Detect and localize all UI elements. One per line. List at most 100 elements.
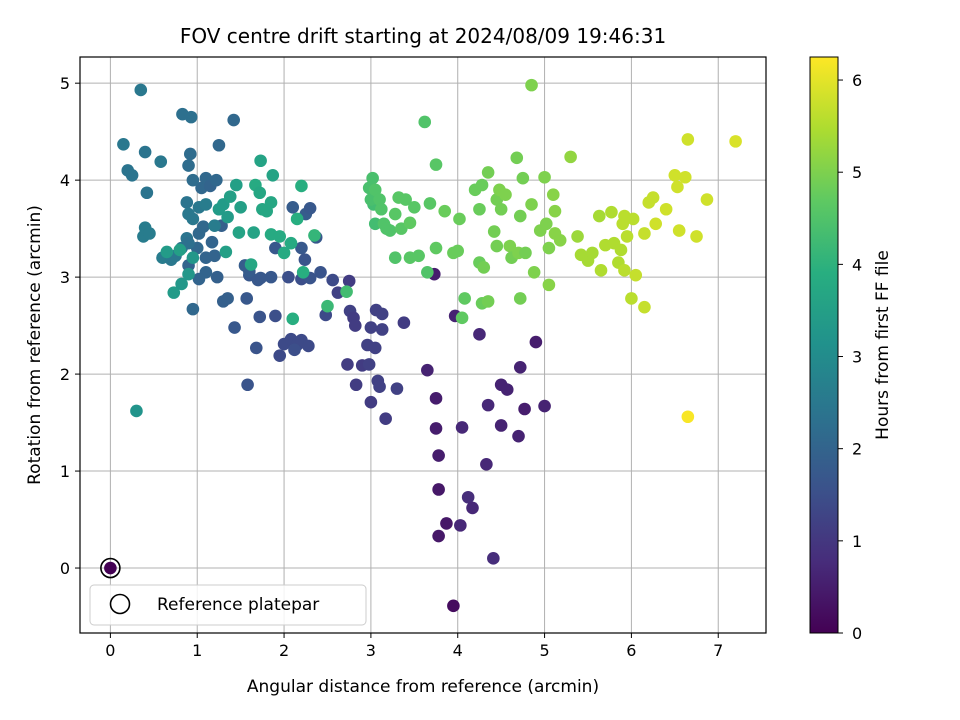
data-points [104, 78, 742, 613]
legend-label: Reference platepar [157, 595, 319, 615]
data-point [681, 133, 695, 146]
data-point [208, 249, 221, 263]
data-point [140, 186, 154, 200]
colorbar-gradient [809, 56, 839, 634]
data-point [375, 323, 389, 336]
data-point [253, 310, 267, 324]
data-point [314, 265, 327, 279]
data-point [288, 343, 301, 357]
data-point [618, 264, 631, 277]
data-point [154, 155, 168, 169]
data-point [186, 173, 200, 187]
data-point [210, 270, 224, 284]
data-point [282, 270, 295, 284]
data-point [264, 196, 278, 209]
y-tick-label: 4 [60, 171, 70, 190]
y-axis-label: Rotation from reference (arcmin) [25, 205, 45, 485]
data-point [403, 216, 417, 230]
data-point [423, 197, 437, 210]
legend-marker-icon [109, 593, 131, 615]
data-point [197, 220, 210, 233]
data-point [440, 517, 453, 530]
x-tick-label: 3 [366, 641, 376, 660]
data-point [529, 335, 543, 349]
data-point [388, 251, 402, 265]
data-point [321, 299, 334, 313]
data-point [230, 178, 243, 192]
y-axis-ticks: 0 1 2 3 4 5 [60, 74, 80, 578]
data-point [121, 164, 135, 177]
data-point [429, 241, 443, 255]
data-point [432, 483, 445, 496]
data-point [221, 292, 234, 305]
data-point [104, 561, 117, 575]
data-point [527, 265, 541, 279]
data-point [625, 292, 638, 305]
data-point [525, 198, 538, 211]
data-point [681, 410, 695, 424]
data-point [678, 170, 692, 184]
data-point [487, 225, 501, 238]
data-point [542, 241, 556, 255]
data-point [160, 245, 174, 259]
x-axis-ticks: 0 1 2 3 4 5 6 7 [105, 633, 723, 660]
data-point [592, 209, 606, 223]
data-point [399, 193, 412, 206]
colorbar-tick-label: 0 [852, 624, 862, 643]
data-point [223, 190, 237, 203]
data-point [548, 204, 562, 218]
data-point [130, 404, 143, 418]
data-point [134, 83, 148, 97]
data-point [700, 193, 714, 206]
data-point [364, 321, 378, 334]
data-point [473, 202, 486, 216]
data-point [499, 188, 512, 201]
data-point [254, 271, 267, 285]
legend: Reference platepar [89, 584, 367, 626]
data-point [412, 249, 425, 263]
data-point [326, 273, 339, 287]
data-point [210, 173, 223, 187]
data-point [253, 186, 267, 200]
data-point [421, 363, 434, 377]
data-point [638, 227, 651, 240]
data-point [254, 154, 267, 168]
data-point [290, 212, 304, 226]
data-point [234, 201, 247, 214]
data-point [525, 78, 538, 92]
colorbar: 0 1 2 3 4 5 6 Hours from first FF file [809, 56, 893, 643]
data-point [182, 159, 195, 172]
data-point [594, 264, 608, 277]
data-point [626, 212, 640, 226]
x-axis-label: Angular distance from reference (arcmin) [247, 677, 599, 697]
data-point [494, 202, 508, 216]
data-point [249, 341, 263, 355]
data-point [729, 135, 742, 148]
data-point [429, 158, 443, 171]
x-tick-label: 1 [192, 641, 202, 660]
data-point [298, 253, 312, 266]
data-point [366, 171, 379, 185]
data-point [451, 244, 465, 258]
data-point [500, 383, 514, 396]
data-point [383, 224, 397, 237]
data-point [269, 309, 282, 323]
data-point [302, 339, 315, 353]
data-point [487, 552, 500, 565]
colorbar-tick-label: 4 [852, 255, 862, 274]
data-point [586, 246, 599, 260]
data-point [303, 201, 317, 215]
data-point [397, 316, 411, 329]
data-point [349, 378, 363, 392]
data-point [240, 292, 254, 305]
data-point [247, 226, 260, 239]
legend-box [89, 584, 367, 626]
colorbar-tick-label: 1 [852, 532, 862, 551]
data-point [221, 210, 234, 224]
data-point [473, 328, 486, 341]
data-point [481, 398, 495, 412]
data-point [364, 193, 378, 206]
data-point [138, 145, 152, 159]
colorbar-label: Hours from first FF file [873, 250, 893, 440]
grid-lines [80, 57, 766, 633]
